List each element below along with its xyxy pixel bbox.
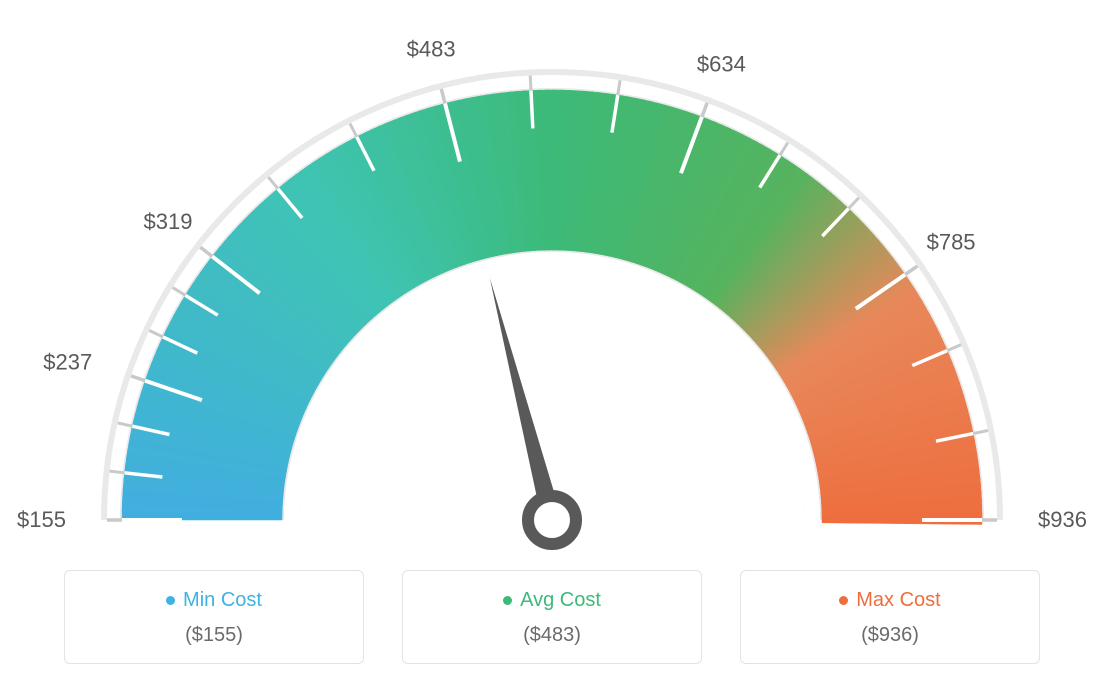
legend-title-max: Max Cost <box>839 589 940 612</box>
gauge-tick-outer <box>530 76 531 91</box>
legend-label-max: Max Cost <box>856 589 940 612</box>
gauge-tick-label: $319 <box>143 209 192 234</box>
gauge-tick-label: $634 <box>697 51 746 76</box>
gauge-tick-outer <box>110 471 125 473</box>
legend-value-avg: ($483) <box>413 624 691 647</box>
legend-dot-max <box>839 596 848 605</box>
legend-dot-min <box>166 596 175 605</box>
gauge-tick-outer <box>947 345 961 351</box>
legend-card-min: Min Cost ($155) <box>64 570 364 664</box>
legend-dot-avg <box>503 596 512 605</box>
legend-card-max: Max Cost ($936) <box>740 570 1040 664</box>
gauge-tick-outer <box>268 177 278 189</box>
gauge-tick-inner <box>531 91 533 129</box>
legend-title-min: Min Cost <box>166 589 262 612</box>
legend-value-min: ($155) <box>75 624 353 647</box>
legend-label-avg: Avg Cost <box>520 589 601 612</box>
gauge-chart: $155 $237 $319 $483 $634 $785 $936 <box>0 0 1104 560</box>
gauge-tick-outer <box>173 288 186 296</box>
legend-card-avg: Avg Cost ($483) <box>402 570 702 664</box>
gauge-tick-outer <box>780 143 788 156</box>
legend-row: Min Cost ($155) Avg Cost ($483) Max Cost… <box>0 570 1104 664</box>
gauge-tick-label: $483 <box>407 36 456 61</box>
gauge-tick-outer <box>118 423 133 426</box>
gauge-needle <box>490 278 562 523</box>
gauge-tick-outer <box>973 431 988 434</box>
gauge-tick-label: $155 <box>17 507 66 532</box>
gauge-tick-outer <box>618 80 620 95</box>
legend-title-avg: Avg Cost <box>503 589 601 612</box>
gauge-svg: $155 $237 $319 $483 $634 $785 $936 <box>0 0 1104 560</box>
gauge-tick-label: $237 <box>43 350 92 375</box>
gauge-tick-outer <box>350 124 357 137</box>
gauge-tick-label: $785 <box>927 230 976 255</box>
gauge-tick-outer <box>849 198 859 209</box>
gauge-color-arc <box>122 90 982 525</box>
legend-value-max: ($936) <box>751 624 1029 647</box>
gauge-tick-outer <box>149 331 163 337</box>
gauge-tick-label: $936 <box>1038 507 1087 532</box>
gauge-needle-hub <box>528 496 576 544</box>
legend-label-min: Min Cost <box>183 589 262 612</box>
